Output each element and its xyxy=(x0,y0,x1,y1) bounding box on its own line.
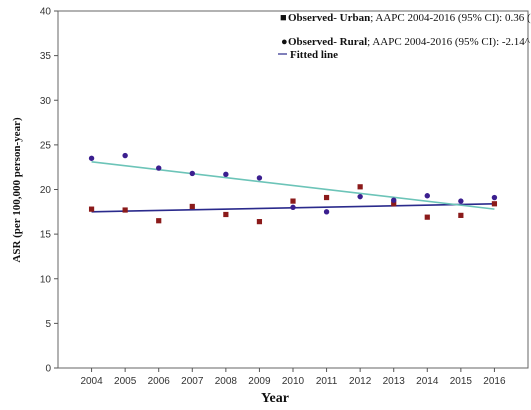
urban-point xyxy=(458,212,464,218)
rural-point xyxy=(88,155,95,161)
rural-point xyxy=(458,198,464,204)
urban-point xyxy=(491,201,498,207)
legend-urban-text: ; AAPC 2004-2016 (95% CI): 0.36 (-0.67 t… xyxy=(370,12,531,24)
x-tick-label: 2013 xyxy=(383,376,406,387)
y-tick-label: 5 xyxy=(45,319,51,330)
x-axis-title: Year xyxy=(261,391,289,406)
x-tick-label: 2009 xyxy=(248,376,271,387)
data-points xyxy=(88,152,498,225)
x-tick-label: 2011 xyxy=(316,376,338,387)
x-tick-label: 2015 xyxy=(450,376,473,387)
x-tick-label: 2008 xyxy=(215,376,238,387)
axes: 0 5 10 15 20 25 30 35 40 2004 2005 2006 2007 2008 2009… xyxy=(40,7,529,387)
urban-point xyxy=(391,201,397,207)
urban-point xyxy=(88,206,95,212)
y-tick-label: 20 xyxy=(40,185,52,196)
rural-point xyxy=(424,193,430,199)
x-tick-label: 2014 xyxy=(416,376,439,387)
y-axis-title: ASR (per 100,000 person-year) xyxy=(11,117,23,263)
urban-point xyxy=(189,203,195,210)
rural-point xyxy=(357,193,363,200)
rural-point xyxy=(290,204,296,211)
rural-point xyxy=(156,165,162,171)
urban-point xyxy=(290,198,296,204)
x-tick-label: 2010 xyxy=(282,376,305,387)
rural-point xyxy=(256,175,263,181)
urban-point xyxy=(223,211,229,218)
urban-point xyxy=(357,184,363,190)
x-tick-label: 2006 xyxy=(148,376,171,387)
x-tick-label: 2012 xyxy=(349,376,372,387)
legend-rural-entry: Observed- Rural; AAPC 2004-2016 (95% CI)… xyxy=(288,36,531,48)
legend-rural-label: Observed- Rural xyxy=(288,36,367,48)
urban-point xyxy=(122,207,128,213)
y-tick-label: 15 xyxy=(40,230,52,241)
urban-point xyxy=(323,194,330,201)
urban-point xyxy=(424,214,430,220)
x-tick-label: 2005 xyxy=(114,376,137,387)
urban-point xyxy=(256,219,263,225)
y-tick-label: 40 xyxy=(40,7,52,18)
legend-rural-text: ; AAPC 2004-2016 (95% CI): -2.14^ (-3.1 … xyxy=(367,36,531,48)
urban-point xyxy=(156,218,162,224)
legend-urban-marker: ■ xyxy=(280,12,287,24)
rural-point xyxy=(122,152,128,159)
rural-point xyxy=(491,194,498,201)
x-tick-label: 2007 xyxy=(181,376,204,387)
y-tick-label: 25 xyxy=(40,140,52,151)
rural-point xyxy=(391,197,397,203)
x-tick-label: 2004 xyxy=(80,376,103,387)
rural-point xyxy=(223,171,229,178)
x-tick-label: 2016 xyxy=(483,376,506,387)
y-tick-label: 10 xyxy=(40,274,52,285)
legend: ■ Observed- Urban; AAPC 2004-2016 (95% C… xyxy=(278,12,531,61)
rural-point xyxy=(189,170,195,177)
rural-point xyxy=(323,209,330,215)
y-tick-label: 30 xyxy=(40,96,52,107)
legend-rural-marker: ● xyxy=(281,36,288,48)
legend-fitted-label: Fitted line xyxy=(290,49,338,61)
legend-urban-label: Observed- Urban xyxy=(288,12,370,24)
y-tick-label: 35 xyxy=(40,51,52,62)
legend-urban-entry: Observed- Urban; AAPC 2004-2016 (95% CI)… xyxy=(288,12,531,24)
y-tick-label: 0 xyxy=(45,364,51,375)
